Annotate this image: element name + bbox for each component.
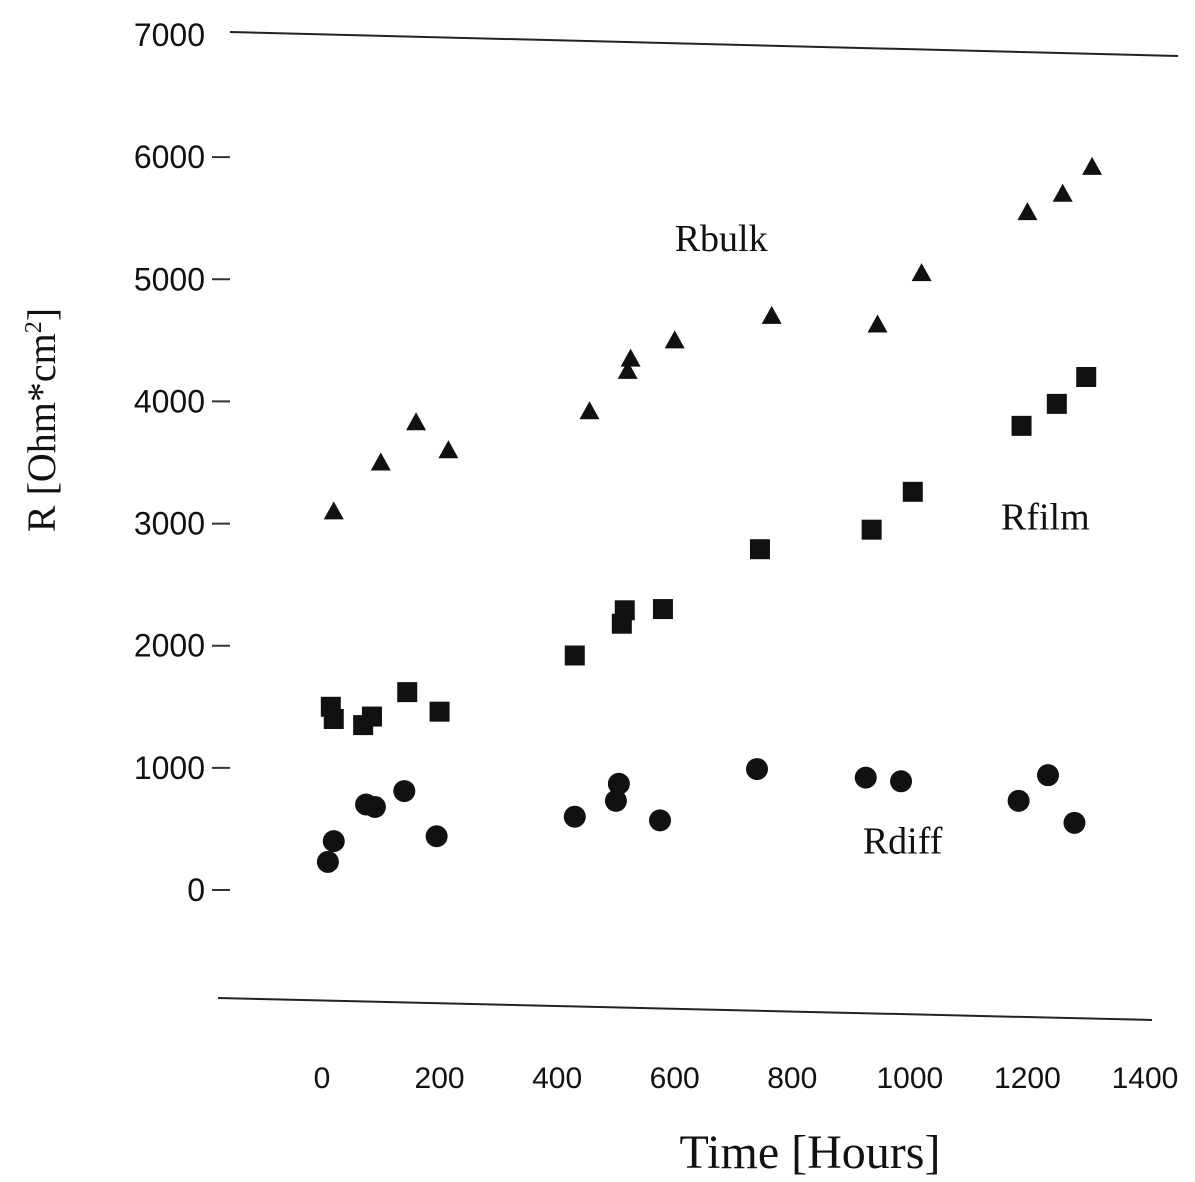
rdiff-point-14 <box>1037 764 1060 787</box>
rfilm-point-15 <box>1076 367 1097 387</box>
y-tick-label-3000: 3000 <box>134 506 205 542</box>
rbulk-point-3 <box>438 440 459 459</box>
y-tick-label-0: 0 <box>187 872 205 908</box>
rdiff-point-0 <box>316 850 339 873</box>
y-tick-label-2000: 2000 <box>134 628 205 664</box>
y-axis-title-superscript: 2 <box>21 321 47 333</box>
rfilm-point-11 <box>861 519 882 540</box>
x-tick-label-200: 200 <box>415 1062 465 1095</box>
rdiff-point-13 <box>1007 789 1030 812</box>
x-tick-label-1400: 1400 <box>1112 1062 1179 1095</box>
x-axis-title: Time [Hours] <box>680 1126 941 1179</box>
chart-frame <box>217 31 1179 1021</box>
y-tick-label-4000: 4000 <box>134 383 205 419</box>
rdiff-point-4 <box>393 780 416 803</box>
rfilm-point-6 <box>564 645 585 666</box>
rfilm-point-13 <box>1011 415 1032 436</box>
x-tick-label-1200: 1200 <box>994 1062 1061 1095</box>
rfilm-point-10 <box>749 539 770 560</box>
rdiff-point-1 <box>322 830 345 853</box>
y-axis-ticks: 0 1000 2000 3000 4000 5000 6000 7000 <box>134 17 230 908</box>
series-label-rfilm: Rfilm <box>1001 497 1090 539</box>
rdiff-point-7 <box>604 789 627 812</box>
rfilm-point-1 <box>323 709 344 729</box>
rdiff-point-12 <box>890 770 913 793</box>
rfilm-point-9 <box>652 599 673 620</box>
rdiff-point-8 <box>607 772 630 795</box>
rbulk-point-10 <box>911 263 932 282</box>
rdiff-point-10 <box>746 758 769 781</box>
x-tick-label-1000: 1000 <box>876 1062 943 1095</box>
series-label-rdiff: Rdiff <box>863 820 943 862</box>
series-label-rbulk: Rbulk <box>675 218 768 260</box>
rbulk-point-8 <box>761 305 782 324</box>
rbulk-point-1 <box>370 452 391 471</box>
x-tick-label-0: 0 <box>314 1062 331 1095</box>
rdiff-point-3 <box>363 795 386 818</box>
x-tick-label-400: 400 <box>532 1062 582 1095</box>
rdiff-point-6 <box>563 805 586 828</box>
rfilm-point-8 <box>614 600 635 621</box>
rbulk-point-13 <box>1082 156 1103 175</box>
rbulk-point-6 <box>620 348 641 367</box>
y-tick-label-5000: 5000 <box>134 261 205 297</box>
rbulk-point-12 <box>1052 183 1073 202</box>
y-axis-title: R [Ohm*cm2] <box>19 308 64 532</box>
x-axis-ticks: 0 200 400 600 800 1000 1200 1400 <box>314 1062 1179 1095</box>
series-labels: Rbulk Rfilm Rdiff <box>675 218 1090 862</box>
data-marks <box>316 156 1103 873</box>
bottom-border-line <box>217 997 1153 1021</box>
rdiff-point-11 <box>854 766 877 789</box>
y-axis-title-main: R [Ohm*cm <box>19 333 64 532</box>
rbulk-point-4 <box>579 401 600 420</box>
y-tick-label-7000: 7000 <box>134 17 205 53</box>
rfilm-point-14 <box>1046 393 1067 414</box>
rdiff-point-15 <box>1063 811 1086 834</box>
x-tick-label-600: 600 <box>650 1062 700 1095</box>
rbulk-point-9 <box>867 314 888 333</box>
rfilm-point-5 <box>429 701 450 722</box>
y-tick-label-1000: 1000 <box>134 750 205 786</box>
rbulk-point-5 <box>617 360 638 379</box>
rfilm-point-3 <box>361 706 382 727</box>
rbulk-point-2 <box>406 412 427 431</box>
rdiff-point-9 <box>649 809 672 832</box>
top-border-line <box>229 31 1179 57</box>
rfilm-point-4 <box>397 682 418 703</box>
rbulk-point-0 <box>323 501 344 520</box>
rfilm-point-12 <box>902 481 923 502</box>
rbulk-point-7 <box>664 330 685 349</box>
x-tick-label-800: 800 <box>767 1062 817 1095</box>
rdiff-point-5 <box>425 825 448 848</box>
y-axis-title-end: ] <box>19 308 64 321</box>
rbulk-point-11 <box>1017 202 1038 221</box>
y-tick-label-6000: 6000 <box>134 139 205 175</box>
